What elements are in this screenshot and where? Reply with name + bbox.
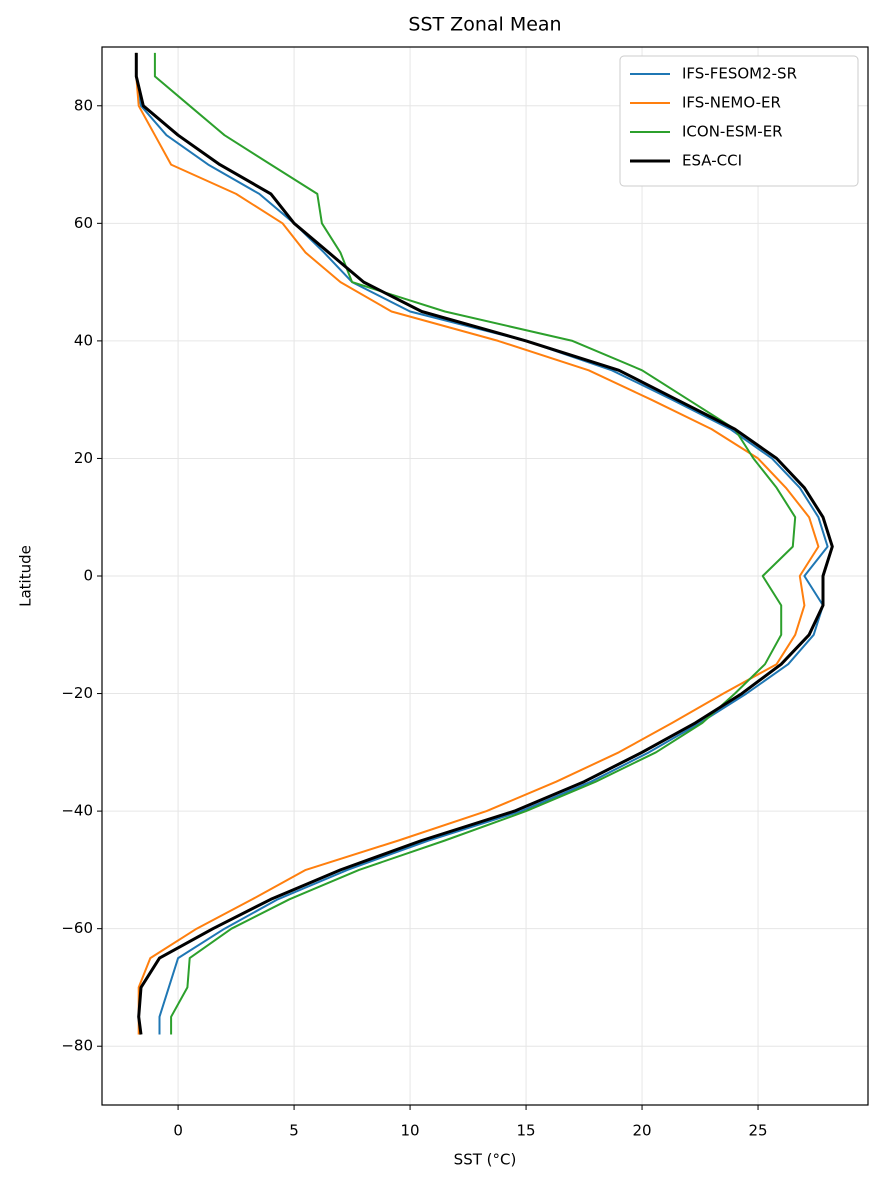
x-tick-label: 20	[633, 1122, 652, 1140]
y-tick-label: −80	[61, 1037, 93, 1055]
x-tick-label: 15	[517, 1122, 536, 1140]
y-tick-label: −20	[61, 684, 93, 702]
y-tick-label: 60	[74, 214, 93, 232]
legend-label: ICON-ESM-ER	[682, 123, 783, 141]
plot-frame	[101, 46, 869, 1106]
series-line	[135, 52, 829, 1035]
y-tick-label: −60	[61, 919, 93, 937]
x-tick-label: 5	[289, 1122, 299, 1140]
y-tick-label: −40	[61, 802, 93, 820]
y-tick-label: 40	[74, 331, 93, 349]
series-line	[153, 52, 797, 1035]
legend-label: IFS-FESOM2-SR	[682, 65, 797, 83]
x-axis-label: SST (°C)	[454, 1151, 517, 1169]
y-tick-label: 0	[83, 567, 93, 585]
legend-label: ESA-CCI	[682, 152, 742, 170]
y-tick-label: 20	[74, 449, 93, 467]
x-tick-label: 10	[401, 1122, 420, 1140]
series-line	[135, 52, 820, 1035]
y-tick-label: 80	[74, 96, 93, 114]
series-line	[134, 52, 834, 1035]
y-axis-label: Latitude	[17, 545, 35, 607]
x-tick-label: 25	[748, 1122, 767, 1140]
chart-title: SST Zonal Mean	[408, 14, 561, 36]
x-tick-label: 0	[173, 1122, 183, 1140]
legend-box	[619, 55, 859, 187]
legend-label: IFS-NEMO-ER	[682, 94, 781, 112]
